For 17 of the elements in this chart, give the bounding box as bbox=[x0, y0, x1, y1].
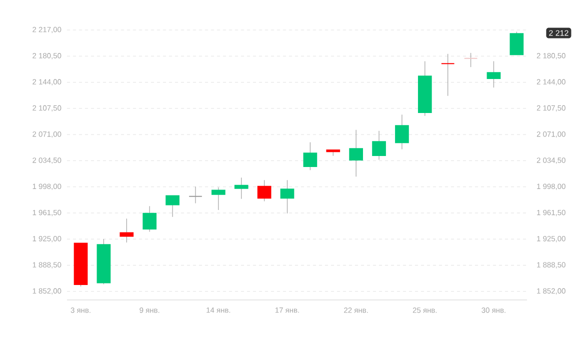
candlestick bbox=[464, 52, 478, 68]
candlestick bbox=[372, 130, 386, 160]
candlestick bbox=[280, 180, 294, 214]
candlestick bbox=[303, 142, 318, 170]
candlestick bbox=[349, 130, 364, 177]
candlestick bbox=[188, 186, 202, 204]
text: 2 212 bbox=[549, 30, 568, 36]
candlestick bbox=[120, 218, 134, 243]
candlestick bbox=[486, 60, 501, 88]
candlestick bbox=[142, 206, 157, 232]
candlestick bbox=[395, 114, 409, 150]
candlestick bbox=[510, 31, 524, 56]
candlestick bbox=[440, 54, 455, 96]
candlestick bbox=[257, 180, 272, 202]
candlestick bbox=[212, 187, 226, 210]
candlestick bbox=[166, 195, 180, 218]
candlestick bbox=[234, 177, 248, 200]
